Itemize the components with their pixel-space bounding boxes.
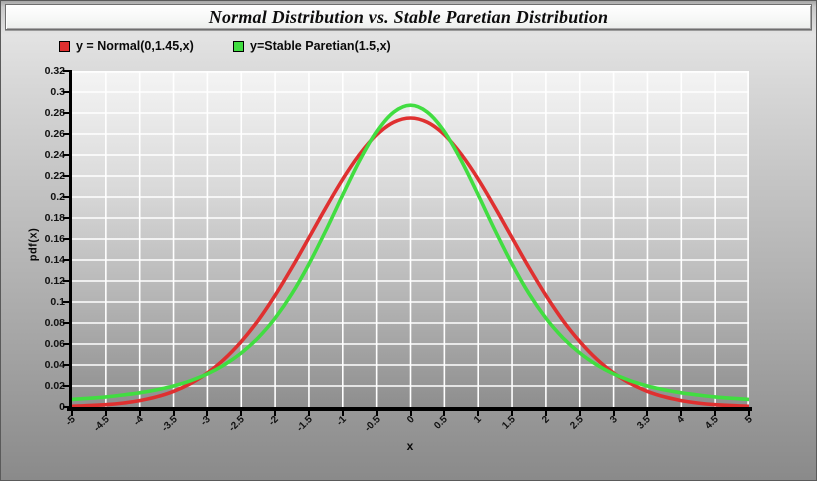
x-tick-mark — [646, 411, 649, 416]
x-tick-mark — [612, 411, 615, 416]
curve-stable-paretian — [72, 103, 749, 402]
x-tick-mark — [240, 411, 243, 416]
y-tick-label: 0.18 — [44, 212, 65, 224]
y-tick-mark — [63, 385, 69, 387]
x-tick-mark — [443, 411, 446, 416]
y-tick-label: 0.08 — [44, 317, 65, 329]
x-axis-spine — [67, 407, 752, 411]
y-tick-mark — [63, 364, 69, 366]
y-axis-spine — [69, 70, 72, 411]
x-tick-mark — [511, 411, 514, 416]
y-tick-label: 0.22 — [44, 170, 65, 182]
y-tick-mark — [63, 154, 69, 156]
y-tick-mark — [63, 343, 69, 345]
x-tick-mark — [307, 411, 310, 416]
curve-normal — [72, 116, 749, 407]
y-tick-mark — [63, 133, 69, 135]
x-tick-mark — [206, 411, 209, 416]
x-tick-mark — [714, 411, 717, 416]
legend-item-stable-paretian: y=Stable Paretian(1.5,x) — [233, 40, 391, 53]
chart-title: Normal Distribution vs. Stable Paretian … — [208, 7, 609, 27]
y-tick-mark — [63, 112, 69, 114]
y-tick-mark — [63, 322, 69, 324]
y-tick-mark — [63, 301, 69, 303]
y-tick-mark — [63, 406, 69, 408]
x-tick-mark — [409, 411, 412, 416]
chart-title-bar: Normal Distribution vs. Stable Paretian … — [5, 4, 812, 30]
legend-swatch-normal — [59, 41, 70, 52]
y-tick-mark — [63, 238, 69, 240]
y-tick-mark — [63, 175, 69, 177]
y-tick-mark — [63, 217, 69, 219]
y-tick-label: 0.28 — [44, 107, 65, 119]
y-tick-label: 0.26 — [44, 128, 65, 140]
x-tick-mark — [578, 411, 581, 416]
y-tick-label: 0.2 — [50, 191, 65, 203]
x-tick-mark — [341, 411, 344, 416]
legend-swatch-stable-paretian — [233, 41, 244, 52]
y-tick-label: 0.32 — [44, 65, 65, 77]
y-tick-label: 0.1 — [50, 296, 65, 308]
plot-area — [72, 71, 749, 407]
x-tick-mark — [680, 411, 683, 416]
x-tick-mark — [104, 411, 107, 416]
x-tick-mark — [172, 411, 175, 416]
y-tick-label: 0.06 — [44, 338, 65, 350]
y-tick-label: 0.16 — [44, 233, 65, 245]
legend-item-normal: y = Normal(0,1.45,x) — [59, 40, 194, 53]
y-tick-mark — [63, 196, 69, 198]
y-tick-mark — [63, 70, 69, 72]
y-tick-mark — [63, 259, 69, 261]
x-tick-mark — [71, 411, 73, 416]
x-tick-mark — [477, 411, 480, 416]
y-tick-label: 0.12 — [44, 275, 65, 287]
y-tick-mark — [63, 280, 69, 282]
x-axis-title: x — [406, 439, 414, 453]
x-tick-mark — [375, 411, 378, 416]
legend-label-normal: y = Normal(0,1.45,x) — [76, 39, 194, 53]
y-tick-label: 0.24 — [44, 149, 65, 161]
x-tick-mark — [274, 411, 277, 416]
y-tick-label: 0 — [25, 401, 65, 413]
y-tick-mark — [63, 91, 69, 93]
plot-canvas — [72, 71, 749, 407]
x-tick-mark — [138, 411, 141, 416]
y-tick-label: 0.14 — [44, 254, 65, 266]
x-tick-mark — [748, 411, 750, 416]
y-tick-label: 0.04 — [44, 359, 65, 371]
legend-label-stable-paretian: y=Stable Paretian(1.5,x) — [250, 39, 391, 53]
y-tick-label: 0.02 — [44, 380, 65, 392]
y-tick-label: 0.3 — [50, 86, 65, 98]
x-tick-mark — [544, 411, 547, 416]
